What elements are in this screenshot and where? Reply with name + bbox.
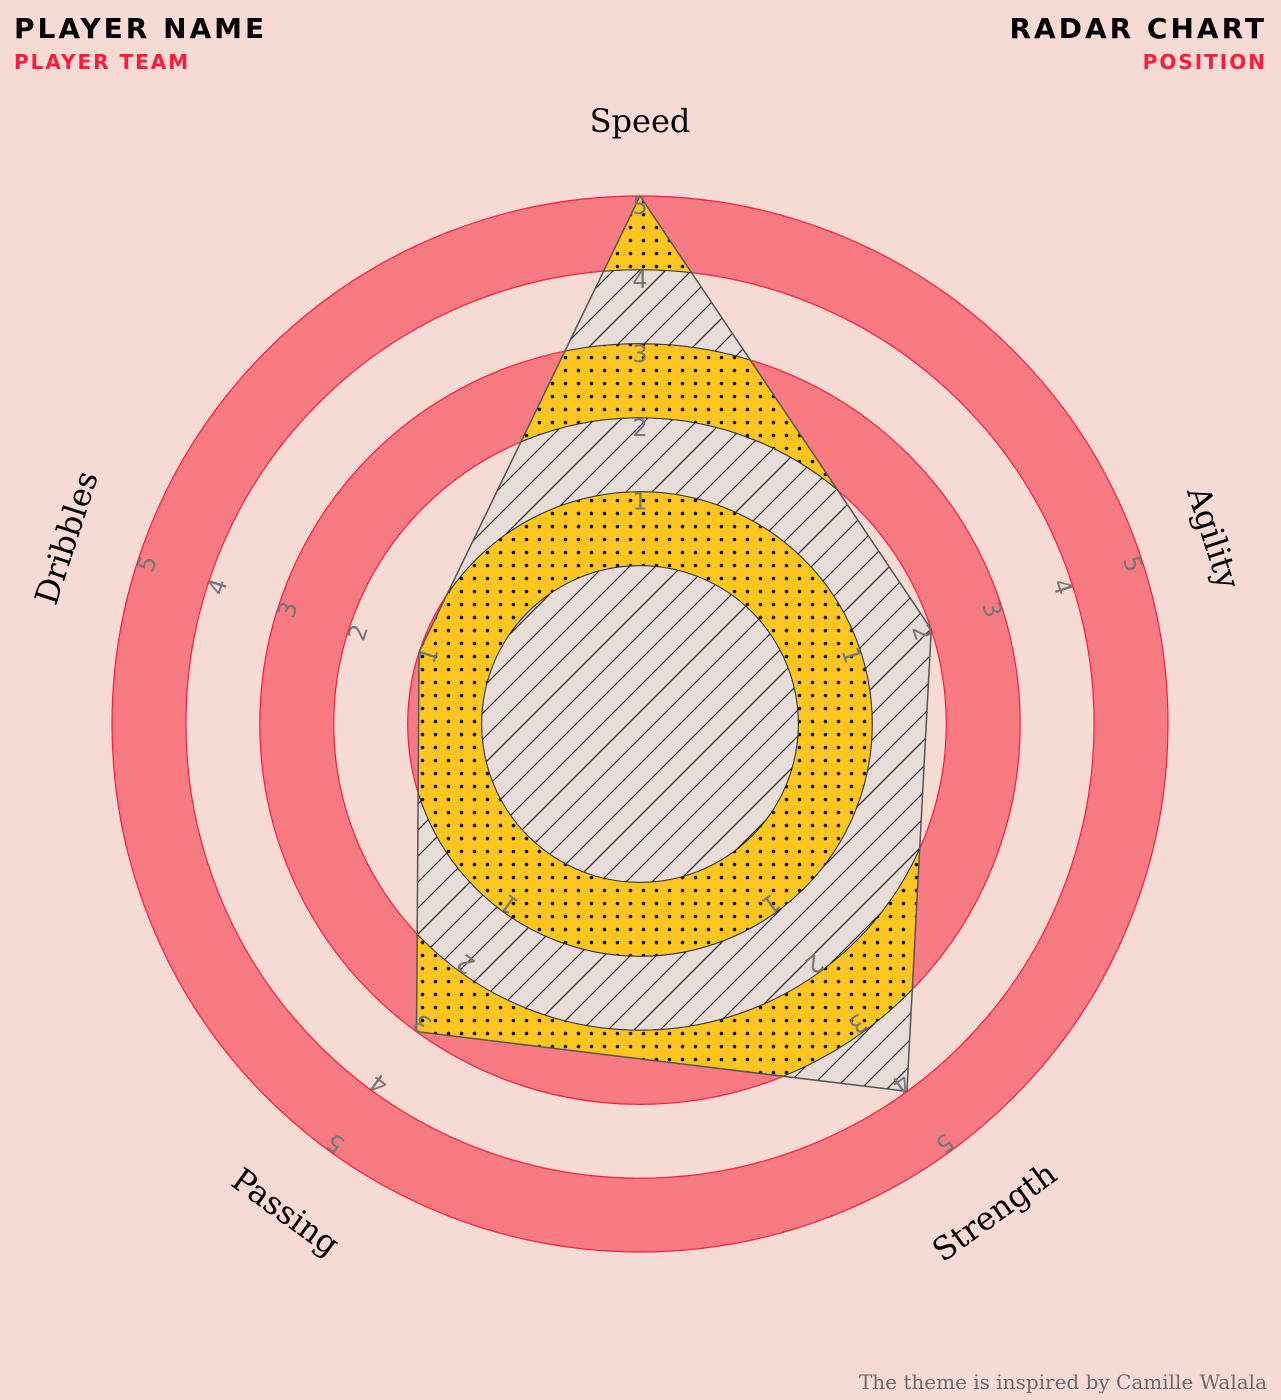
- background-ring: [111, 195, 1169, 1253]
- category-label: Passing: [225, 1160, 347, 1263]
- tick-label: 3: [632, 340, 647, 368]
- category-label: Dribbles: [27, 466, 106, 609]
- tick-label: 1: [632, 488, 647, 516]
- category-label: Strength: [925, 1154, 1063, 1269]
- player-name: PLAYER NAME: [14, 12, 268, 45]
- category-label: Agility: [1179, 481, 1248, 594]
- chart-title: RADAR CHART: [1009, 12, 1267, 45]
- category-label: Speed: [590, 102, 691, 140]
- position-label: POSITION: [1142, 50, 1267, 74]
- center-hatch-disc: [481, 565, 799, 883]
- tick-label: 2: [343, 621, 374, 644]
- tick-label: 2: [632, 414, 647, 442]
- tick-label: 4: [1047, 575, 1078, 598]
- tick-label: 4: [632, 266, 647, 294]
- theme-credit: The theme is inspired by Camille Walala: [858, 1370, 1267, 1394]
- player-polygon-outline: [415, 194, 933, 1093]
- tick-label: 4: [365, 1067, 394, 1099]
- tick-label: 5: [632, 192, 647, 220]
- player-team: PLAYER TEAM: [14, 50, 191, 74]
- tick-label: 4: [202, 575, 233, 598]
